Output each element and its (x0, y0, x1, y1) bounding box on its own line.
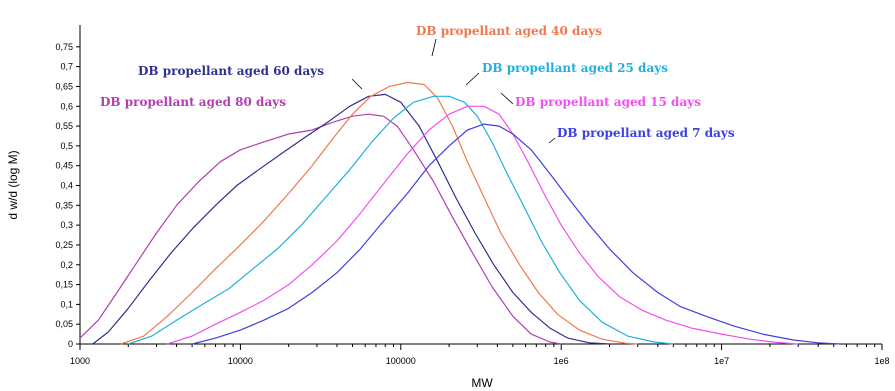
y-tick-label: 0,05 (55, 319, 73, 329)
x-tick-label: 1e7 (714, 356, 729, 366)
y-tick-label: 0,3 (60, 220, 73, 230)
x-axis: 1000 10000 100000 1e6 1e7 1e8 (70, 343, 890, 366)
series-label: DB propellant aged 15 days (515, 95, 701, 109)
series-layer (79, 81, 841, 345)
series-line (120, 81, 638, 345)
series-label-pointer (465, 72, 480, 86)
x-tick-label: 1000 (70, 356, 90, 366)
series-label: DB propellant aged 80 days (100, 95, 286, 109)
y-axis-title: d w/d (log M) (6, 150, 20, 219)
y-tick-label: 0 (68, 339, 73, 349)
y-tick-label: 0,75 (55, 42, 73, 52)
y-tick-label: 0,45 (55, 161, 73, 171)
x-tick-label: 1e8 (874, 356, 889, 366)
y-tick-label: 0,1 (60, 299, 73, 309)
y-tick-label: 0,25 (55, 240, 73, 250)
series-label-pointer (351, 78, 363, 90)
series-line (167, 105, 799, 345)
series-label-pointer (500, 92, 514, 105)
y-tick-label: 0,7 (60, 62, 73, 72)
series-label: DB propellant aged 40 days (416, 24, 602, 38)
series-line (128, 95, 674, 345)
series-line (79, 113, 562, 345)
series-label-pointer (548, 137, 556, 144)
series-line (191, 123, 841, 345)
series-label: DB propellant aged 7 days (557, 126, 735, 140)
series-labels: DB propellant aged 80 days DB propellant … (100, 24, 735, 144)
series-label-pointer (431, 38, 437, 57)
y-tick-label: 0,2 (60, 260, 73, 270)
x-tick-label: 1e6 (554, 356, 569, 366)
y-tick-label: 0,6 (60, 101, 73, 111)
x-axis-title: MW (471, 376, 493, 390)
y-tick-label: 0,65 (55, 81, 73, 91)
y-tick-label: 0,35 (55, 200, 73, 210)
y-tick-label: 0,4 (60, 181, 73, 191)
x-tick-label: 100000 (386, 356, 416, 366)
x-tick-label: 10000 (228, 356, 253, 366)
series-line (92, 93, 610, 345)
series-label: DB propellant aged 25 days (482, 61, 668, 75)
y-tick-label: 0,15 (55, 280, 73, 290)
y-axis: 0 0,05 0,1 0,15 0,2 0,25 0,3 0,35 0,4 0,45 0,5 0,55… (55, 25, 81, 349)
y-tick-label: 0,55 (55, 121, 73, 131)
series-label: DB propellant aged 60 days (138, 64, 324, 78)
y-tick-label: 0,5 (60, 141, 73, 151)
